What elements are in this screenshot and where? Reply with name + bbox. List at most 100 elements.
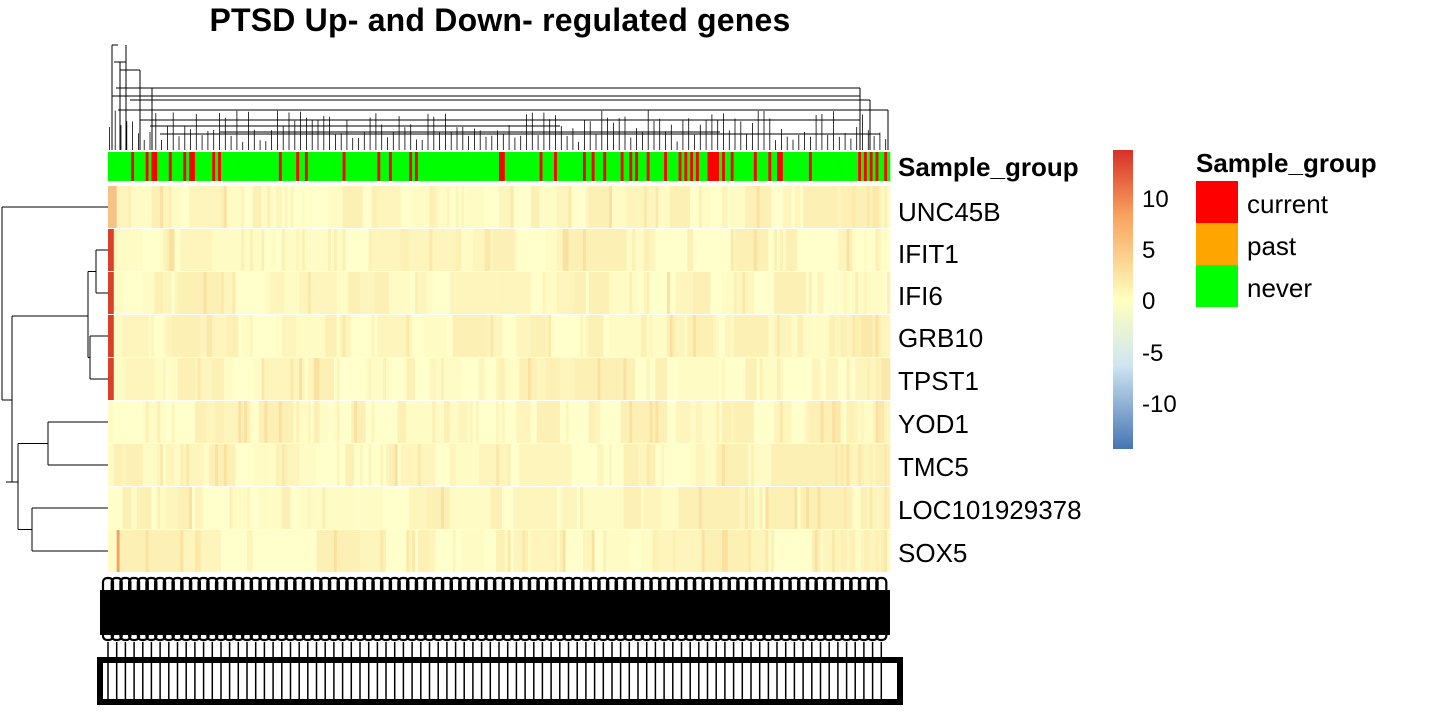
heatmap-cell	[675, 487, 679, 529]
heatmap-cell	[562, 272, 566, 314]
heatmap-cell	[585, 186, 590, 228]
heatmap-cell	[742, 272, 746, 314]
heatmap-cell	[722, 358, 726, 400]
heatmap-cell	[490, 315, 494, 357]
annotation-cell	[748, 152, 752, 181]
heatmap-cell	[174, 487, 178, 529]
heatmap-cell	[191, 401, 196, 443]
heatmap-cell	[293, 272, 297, 314]
heatmap-cell	[394, 315, 398, 357]
heatmap-cell	[267, 530, 271, 572]
heatmap-cell	[542, 186, 546, 228]
heatmap-cell	[218, 444, 222, 486]
heatmap-cell	[817, 444, 821, 486]
heatmap-cell	[464, 186, 468, 228]
heatmap-cell	[820, 315, 824, 357]
annotation-cell	[733, 152, 737, 181]
heatmap-cell	[739, 401, 743, 443]
heatmap-cell	[496, 272, 500, 314]
heatmap-cell	[412, 358, 416, 400]
heatmap-cell	[588, 186, 592, 228]
heatmap-cell	[635, 530, 639, 572]
heatmap-cell	[464, 358, 468, 400]
heatmap-cell	[811, 358, 815, 400]
heatmap-cell	[559, 272, 564, 314]
annotation-cell	[307, 152, 312, 181]
heatmap-cell	[872, 272, 876, 314]
annotation-cell	[722, 152, 726, 181]
heatmap-cell	[177, 229, 181, 271]
heatmap-cell	[220, 530, 225, 572]
heatmap-cell	[252, 530, 257, 572]
heatmap-cell	[371, 315, 375, 357]
heatmap-cell	[675, 186, 679, 228]
heatmap-cell	[310, 444, 314, 486]
heatmap-cell	[354, 229, 358, 271]
heatmap-cell	[160, 186, 164, 228]
heatmap-cell	[635, 272, 639, 314]
heatmap-cell	[316, 487, 320, 529]
heatmap-cell	[768, 444, 772, 486]
heatmap-cell	[464, 487, 468, 529]
heatmap-cell	[281, 229, 285, 271]
heatmap-cell	[800, 444, 804, 486]
heatmap-cell	[666, 444, 671, 486]
heatmap-cell	[588, 315, 592, 357]
heatmap-cell	[383, 229, 387, 271]
annotation-cell	[417, 152, 422, 181]
legend-label-never: never	[1247, 273, 1313, 303]
heatmap-cell	[420, 401, 424, 443]
heatmap-cell	[345, 444, 349, 486]
heatmap-cell	[380, 487, 384, 529]
heatmap-cell	[722, 401, 726, 443]
heatmap-cell	[223, 229, 228, 271]
heatmap-cell	[478, 229, 482, 271]
annotation-cell	[194, 152, 199, 181]
heatmap-cell	[458, 444, 462, 486]
heatmap-cell	[386, 186, 390, 228]
heatmap-cell	[635, 487, 639, 529]
heatmap-cell	[397, 315, 401, 357]
heatmap-cell	[695, 229, 700, 271]
heatmap-cell	[591, 401, 595, 443]
heatmap-cell	[345, 487, 349, 529]
heatmap-cell	[730, 487, 734, 529]
heatmap-cell	[504, 315, 508, 357]
heatmap-cell	[223, 530, 228, 572]
heatmap-cell	[351, 229, 355, 271]
heatmap-cell	[617, 530, 621, 572]
heatmap-cell	[533, 315, 537, 357]
heatmap-cell	[189, 315, 193, 357]
heatmap-cell	[504, 444, 508, 486]
heatmap-cell	[620, 530, 624, 572]
heatmap-cell	[632, 401, 636, 443]
heatmap-cell	[409, 186, 413, 228]
heatmap-cell	[470, 315, 474, 357]
heatmap-cell	[826, 401, 830, 443]
heatmap-cell	[432, 315, 436, 357]
heatmap-cell	[139, 401, 144, 443]
heatmap-cell	[412, 401, 416, 443]
heatmap-cell	[145, 530, 149, 572]
heatmap-cell	[255, 401, 259, 443]
heatmap-cell	[571, 272, 575, 314]
heatmap-cell	[336, 401, 341, 443]
annotation-cell	[672, 152, 676, 181]
heatmap-cell	[814, 358, 818, 400]
heatmap-cell	[209, 530, 213, 572]
heatmap-cell	[516, 530, 520, 572]
heatmap-cell	[753, 229, 758, 271]
heatmap-cell	[837, 229, 842, 271]
heatmap-cell	[415, 444, 419, 486]
annotation-cell	[701, 152, 705, 181]
heatmap-cell	[209, 272, 213, 314]
heatmap-cell	[736, 358, 740, 400]
heatmap-cell	[342, 401, 346, 443]
annotation-cell	[759, 152, 763, 181]
heatmap-cell	[777, 444, 781, 486]
heatmap-cell	[556, 487, 561, 529]
heatmap-cell	[226, 272, 230, 314]
heatmap-cell	[707, 401, 711, 443]
heatmap-cell	[264, 401, 268, 443]
heatmap-cell	[420, 229, 424, 271]
